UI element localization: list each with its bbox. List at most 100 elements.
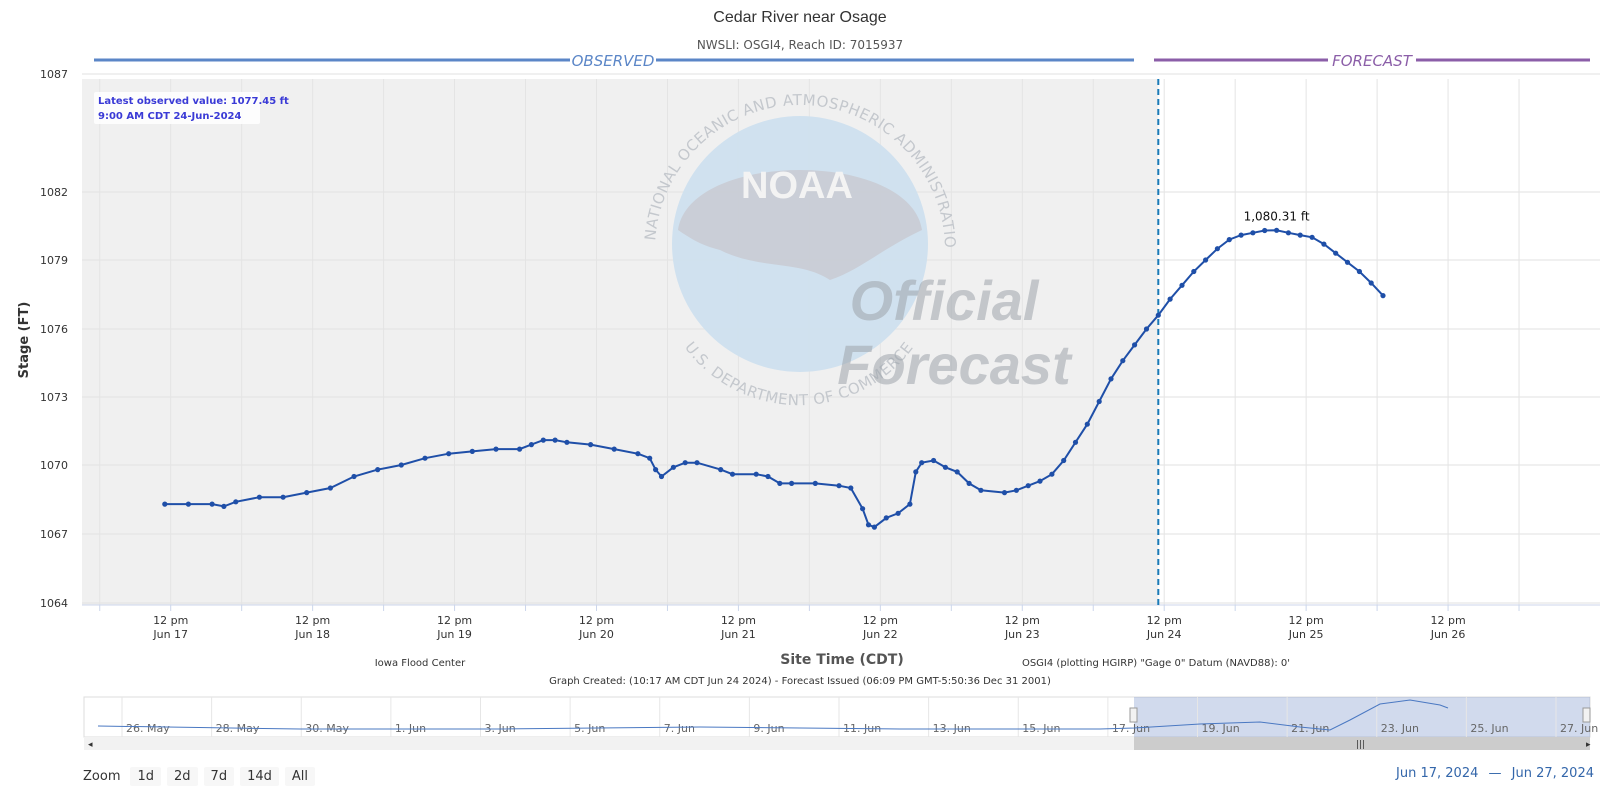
data-point [871,524,878,530]
data-point [1049,471,1055,477]
data-point [1380,293,1386,299]
data-point [1297,232,1303,238]
y-axis-title: Stage (FT) [17,302,32,379]
chart-title: Cedar River near Osage [713,9,887,26]
y-tick-label: 1079 [40,254,68,267]
navigator-handle-left[interactable] [1129,707,1138,723]
x-tick-date-label: Jun 19 [436,628,472,641]
watermark-forecast: Forecast [837,333,1073,396]
data-point [1072,439,1079,445]
x-tick-date-label: Jun 20 [578,628,614,641]
data-point [351,473,357,480]
data-point [1309,234,1315,240]
x-tick-date-label: Jun 25 [1288,628,1324,641]
x-tick-date-label: Jun 17 [152,628,188,641]
data-point [1285,230,1291,236]
observed-band-header: OBSERVED [94,52,1134,70]
y-tick-label: 1067 [40,528,68,541]
scroll-left-arrow-icon[interactable]: ◂ [88,740,93,750]
data-point [1321,241,1327,247]
navigator-scrollbar[interactable]: ◂ ▸ ||| [84,737,1591,750]
y-tick-label: 1064 [40,597,68,610]
data-point [635,451,641,457]
data-point [1250,230,1256,236]
data-point [280,494,286,500]
x-tick-label: 12 pm [863,614,898,627]
data-point [1120,358,1126,364]
data-point [670,464,677,470]
data-point [588,442,594,448]
data-point [1179,282,1185,288]
data-point [564,439,570,445]
latest-value-time: 9:00 AM CDT 24-Jun-2024 [98,111,242,122]
peak-data-label: 1,080.31 ft [1244,209,1310,223]
data-point [647,455,653,461]
navigator-date-label: 23. Jun [1381,722,1419,735]
data-point [883,515,889,521]
zoom-7d-button[interactable]: 7d [203,766,235,786]
data-point [966,480,972,486]
navigator-date-label: 7. Jun [664,722,695,735]
datum-text: OSGI4 (plotting HGIRP) "Gage 0" Datum (N… [1022,658,1290,669]
zoom-1d-button[interactable]: 1d [130,766,162,786]
data-point [978,487,984,493]
x-tick-date-label: Jun 18 [294,628,330,641]
data-point [1025,483,1031,489]
data-point [185,501,191,507]
watermark-logo: NOAA [741,165,853,207]
navigator-selected-range[interactable] [1134,697,1590,737]
range-from[interactable]: Jun 17, 2024 [1396,766,1479,781]
forecast-band-header: FORECAST [1154,52,1590,70]
data-point [1084,421,1090,427]
data-point [1001,490,1008,496]
scroll-right-arrow-icon[interactable]: ▸ [1586,740,1591,750]
data-point [469,448,475,454]
range-to[interactable]: Jun 27, 2024 [1511,766,1594,781]
navigator-date-label: 19. Jun [1202,722,1240,735]
x-tick-label: 12 pm [721,614,756,627]
zoom-14d-button[interactable]: 14d [240,766,279,786]
data-point [1155,312,1161,318]
data-point [1368,280,1374,286]
date-range: Jun 17, 2024 — Jun 27, 2024 [1390,766,1594,781]
scrollbar-thumb[interactable] [1134,737,1590,750]
data-point [1167,296,1173,302]
data-point [422,455,428,461]
navigator-date-label: 27. Jun [1560,722,1598,735]
data-point [1238,232,1244,238]
data-point [860,506,866,512]
zoom-all-button[interactable]: All [284,766,315,786]
x-tick-date-label: Jun 26 [1430,628,1466,641]
navigator-handle-right[interactable] [1582,707,1591,723]
x-tick-date-label: Jun 23 [1004,628,1040,641]
y-tick-label: 1070 [40,459,68,472]
data-point [540,437,546,443]
navigator[interactable]: 26. May 28. May 30. May 1. Jun 3. Jun 5. Jun 7… [83,696,1598,738]
x-tick-label: 12 pm [579,614,614,627]
data-point [446,451,452,457]
data-point [658,473,665,480]
x-tick-date-label: Jun 24 [1146,628,1182,641]
zoom-2d-button[interactable]: 2d [167,766,198,786]
data-point [1344,259,1351,265]
y-tick-label: 1076 [40,323,68,336]
y-axis: 1064 1067 1070 1073 1076 1079 1082 1087 [40,68,68,610]
observed-series [162,227,1386,530]
x-axis-title: Site Time (CDT) [780,652,904,668]
data-point [1143,326,1150,332]
x-tick-date-label: Jun 22 [862,628,898,641]
data-point [304,490,310,496]
data-point [777,480,783,486]
navigator-date-label: 30. May [305,722,349,735]
data-point [1108,376,1114,382]
data-point [398,462,404,468]
data-point [919,460,925,466]
data-point [552,437,558,443]
latest-value-box: Latest observed value: 1077.45 ft 9:00 A… [94,92,289,124]
data-point [907,501,913,507]
data-point [256,494,262,500]
data-point [836,483,842,489]
data-point [493,446,499,452]
